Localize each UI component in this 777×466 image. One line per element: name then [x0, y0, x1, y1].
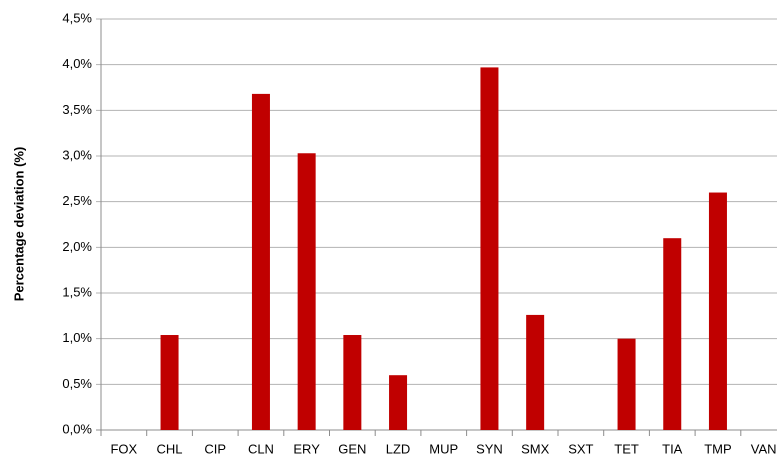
bar	[663, 238, 682, 430]
y-tick-label: 3,0%	[62, 147, 92, 162]
x-tick-label: GEN	[338, 441, 366, 456]
y-tick-label: 4,0%	[62, 56, 92, 71]
y-axis-label: Percentage deviation (%)	[11, 147, 26, 302]
bar	[526, 314, 545, 430]
x-tick-label: FOX	[110, 441, 137, 456]
x-tick-label: TET	[614, 441, 639, 456]
x-tick-label: SXT	[568, 441, 593, 456]
bar	[160, 335, 179, 430]
y-tick-label: 1,0%	[62, 330, 92, 345]
bar	[389, 375, 408, 430]
bar	[708, 192, 727, 430]
x-tick-label: CLN	[248, 441, 274, 456]
x-tick-label: ERY	[293, 441, 320, 456]
x-tick-label: LZD	[386, 441, 411, 456]
bar	[343, 335, 362, 430]
bar	[297, 153, 316, 430]
x-tick-label: TMP	[704, 441, 731, 456]
bar	[251, 93, 270, 430]
y-tick-label: 2,0%	[62, 239, 92, 254]
y-tick-label: 3,5%	[62, 102, 92, 117]
x-tick-label: VAN	[751, 441, 777, 456]
x-tick-label: CHL	[157, 441, 183, 456]
x-tick-label: CIP	[204, 441, 226, 456]
y-tick-label: 0,0%	[62, 421, 92, 436]
x-tick-label: SYN	[476, 441, 503, 456]
y-tick-label: 4,5%	[62, 10, 92, 25]
y-tick-label: 0,5%	[62, 376, 92, 391]
y-tick-label: 2,5%	[62, 193, 92, 208]
bar	[480, 67, 499, 430]
y-tick-label: 1,5%	[62, 284, 92, 299]
x-tick-label: MUP	[429, 441, 458, 456]
bar	[617, 338, 636, 430]
x-tick-label: SMX	[521, 441, 550, 456]
x-tick-label: TIA	[662, 441, 683, 456]
